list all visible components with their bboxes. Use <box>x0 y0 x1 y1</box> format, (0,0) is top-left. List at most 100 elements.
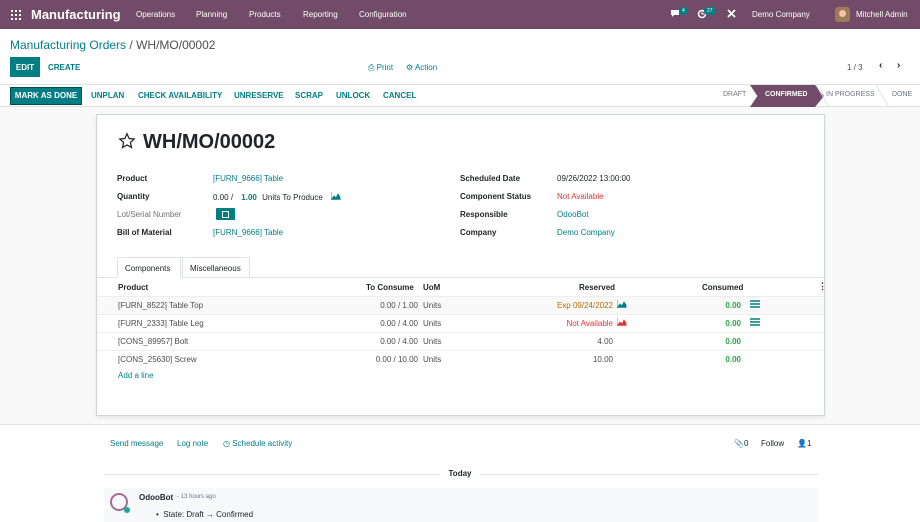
follow-button[interactable]: Follow <box>761 439 785 448</box>
detailed-operations-icon[interactable] <box>750 300 760 310</box>
stage-confirmed-label: CONFIRMED <box>765 91 808 98</box>
pager-next-icon[interactable]: › <box>897 60 901 71</box>
forecast-chart-icon[interactable] <box>616 300 627 310</box>
row-uom: Units <box>423 319 442 328</box>
scheduled-date-label: Scheduled Date <box>460 174 521 183</box>
star-icon[interactable] <box>118 132 136 150</box>
stage-draft[interactable]: DRAFT <box>723 91 747 98</box>
unplan-button[interactable]: UNPLAN <box>91 91 125 100</box>
attachments-button[interactable]: 📎0 <box>734 439 748 448</box>
tab-components[interactable]: Components <box>117 257 181 278</box>
row-reserved: 10.00 <box>592 355 613 364</box>
record-title: WH/MO/00002 <box>143 131 276 153</box>
bom-value[interactable]: [FURN_9666] Table <box>213 228 284 237</box>
table-row[interactable]: [CONS_89957] Bolt 0.00 / 4.00 Units 4.00… <box>97 332 824 350</box>
send-message-button[interactable]: Send message <box>110 439 164 448</box>
breadcrumb: Manufacturing Orders / WH/MO/00002 <box>10 38 215 52</box>
app-name[interactable]: Manufacturing <box>31 7 121 22</box>
follower-count: 1 <box>806 439 812 448</box>
generate-serial-button[interactable] <box>216 208 235 220</box>
company-label: Company <box>460 228 497 237</box>
forecast-chart-icon[interactable] <box>330 192 342 202</box>
stage-in-progress[interactable]: IN PROGRESS <box>826 91 875 98</box>
message-author[interactable]: OdooBot <box>139 493 174 502</box>
edit-button[interactable]: EDIT <box>10 57 40 77</box>
menu-configuration[interactable]: Configuration <box>359 10 407 19</box>
quantity-separator: / <box>230 193 234 202</box>
menu-products[interactable]: Products <box>249 10 281 19</box>
apps-menu-icon[interactable] <box>11 10 21 20</box>
check-availability-button[interactable]: CHECK AVAILABILITY <box>138 91 223 100</box>
company-value[interactable]: Demo Company <box>557 228 615 237</box>
user-avatar[interactable] <box>835 7 850 22</box>
column-to-consume[interactable]: To Consume <box>366 283 414 292</box>
clock-icon: ◷ <box>223 439 230 448</box>
pager-value[interactable]: 1 / 3 <box>847 63 863 72</box>
row-uom: Units <box>423 301 442 310</box>
quantity-suffix: To Produce <box>282 193 323 202</box>
add-line-link[interactable]: Add a line <box>118 371 154 380</box>
scrap-button[interactable]: SCRAP <box>295 91 324 100</box>
detailed-operations-icon[interactable] <box>750 318 760 328</box>
company-switcher[interactable]: Demo Company <box>752 10 810 19</box>
print-button[interactable]: ⎙ Print <box>368 63 393 73</box>
log-note-button[interactable]: Log note <box>177 439 209 448</box>
attachment-count: 0 <box>743 439 749 448</box>
table-row[interactable]: [FURN_2333] Table Leg 0.00 / 4.00 Units … <box>97 314 824 332</box>
schedule-activity-label: Schedule activity <box>232 439 293 448</box>
menu-reporting[interactable]: Reporting <box>303 10 338 19</box>
column-product[interactable]: Product <box>118 283 149 292</box>
table-row[interactable]: [CONS_25630] Screw 0.00 / 10.00 Units 10… <box>97 350 824 368</box>
status-bar: MARK AS DONE UNPLAN CHECK AVAILABILITY U… <box>0 85 920 107</box>
row-consumed: 0.00 <box>725 337 741 346</box>
component-status-value: Not Available <box>557 192 604 201</box>
message-time: - 13 hours ago <box>177 494 216 500</box>
quantity-label: Quantity <box>117 192 150 201</box>
schedule-activity-button[interactable]: ◷ Schedule activity <box>223 439 292 448</box>
quantity-produced: 0.00 <box>213 193 229 202</box>
paperclip-icon: 📎 <box>734 439 744 448</box>
cancel-button[interactable]: CANCEL <box>383 91 417 100</box>
chat-badge: 4 <box>679 7 688 15</box>
create-button[interactable]: CREATE <box>48 63 81 72</box>
optional-columns-icon[interactable]: ⋮ <box>818 281 827 291</box>
unlock-button[interactable]: UNLOCK <box>336 91 371 100</box>
stage-done[interactable]: DONE <box>892 91 913 98</box>
print-label: Print <box>376 63 394 72</box>
table-row[interactable]: [FURN_8522] Table Top 0.00 / 1.00 Units … <box>97 296 824 314</box>
forecast-chart-icon[interactable] <box>616 318 627 328</box>
row-to-consume: 0.00 / 4.00 <box>380 337 418 346</box>
row-product: [FURN_2333] Table Leg <box>118 319 204 328</box>
row-to-consume: 0.00 / 1.00 <box>380 301 418 310</box>
mark-as-done-button[interactable]: MARK AS DONE <box>10 87 82 105</box>
menu-operations[interactable]: Operations <box>136 10 176 19</box>
product-value[interactable]: [FURN_9666] Table <box>213 174 284 183</box>
row-product: [CONS_25630] Screw <box>118 355 197 364</box>
row-reserved: Not Available <box>566 319 613 328</box>
user-menu[interactable]: Mitchell Admin <box>856 10 908 19</box>
form-sheet: WH/MO/00002 Product [FURN_9666] Table Qu… <box>96 114 827 416</box>
stage-confirmed[interactable]: CONFIRMED <box>750 85 824 107</box>
row-product: [FURN_8522] Table Top <box>118 301 204 310</box>
column-consumed[interactable]: Consumed <box>702 283 744 292</box>
chat-icon[interactable] <box>670 9 680 20</box>
pager-previous-icon[interactable]: ‹ <box>879 60 883 71</box>
chatter-message: OdooBot - 13 hours ago • State: Draft → … <box>104 488 818 522</box>
author-avatar[interactable] <box>110 493 130 513</box>
followers-button[interactable]: 👤1 <box>797 439 811 448</box>
tab-miscellaneous[interactable]: Miscellaneous <box>182 257 250 278</box>
debug-tools-icon[interactable] <box>727 9 736 20</box>
quantity-target[interactable]: 1.00 <box>241 193 257 202</box>
responsible-value[interactable]: OdooBot <box>557 210 589 219</box>
column-reserved[interactable]: Reserved <box>579 283 616 292</box>
product-label: Product <box>117 174 148 183</box>
menu-planning[interactable]: Planning <box>196 10 228 19</box>
column-uom[interactable]: UoM <box>423 283 441 292</box>
breadcrumb-parent[interactable]: Manufacturing Orders <box>10 38 127 52</box>
breadcrumb-current: WH/MO/00002 <box>136 38 216 52</box>
scheduled-date-value[interactable]: 09/26/2022 13:00:00 <box>557 174 631 183</box>
control-panel: Manufacturing Orders / WH/MO/00002 EDIT … <box>0 29 920 85</box>
unreserve-button[interactable]: UNRESERVE <box>234 91 284 100</box>
quantity-uom: Units <box>262 193 281 202</box>
action-button[interactable]: ⚙ Action <box>406 63 437 72</box>
